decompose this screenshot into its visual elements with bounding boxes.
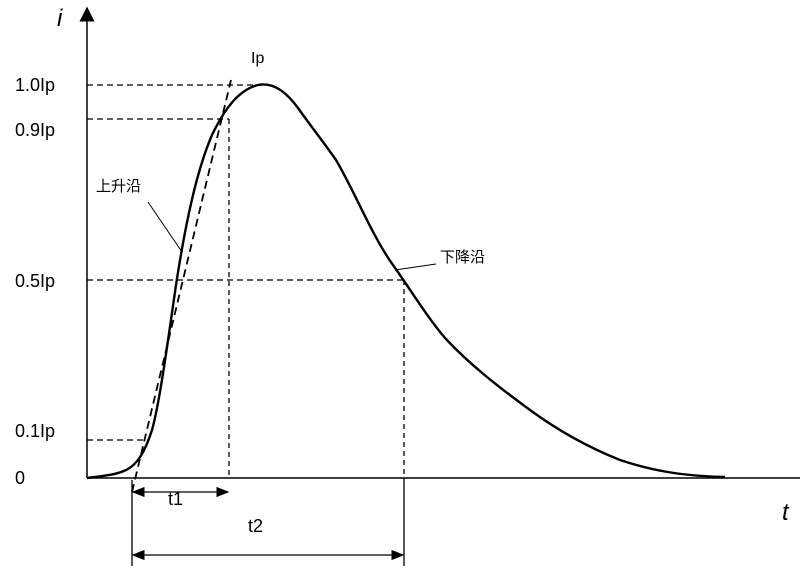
t2-label: t2 bbox=[248, 516, 263, 536]
current-waveform-curve bbox=[86, 83, 726, 480]
level-label-0.9ip: 0.9Ip bbox=[15, 120, 55, 140]
peak-label: Ip bbox=[251, 50, 264, 67]
level-label-zero: 0 bbox=[15, 468, 25, 488]
falling-edge-label: 下降沿 bbox=[440, 248, 485, 266]
front-tangent-line bbox=[131, 79, 232, 493]
x-axis-label: t bbox=[782, 499, 790, 526]
level-label-0.5ip: 0.5Ip bbox=[15, 271, 55, 291]
rising-edge-label: 上升沿 bbox=[96, 177, 141, 195]
level-label-1.0ip: 1.0Ip bbox=[15, 75, 55, 95]
y-axis-label: i bbox=[57, 5, 63, 32]
falling-edge-leader bbox=[394, 263, 437, 271]
t1-label: t1 bbox=[168, 489, 183, 509]
rising-edge-leader bbox=[147, 201, 183, 253]
level-label-0.1ip: 0.1Ip bbox=[15, 421, 55, 441]
